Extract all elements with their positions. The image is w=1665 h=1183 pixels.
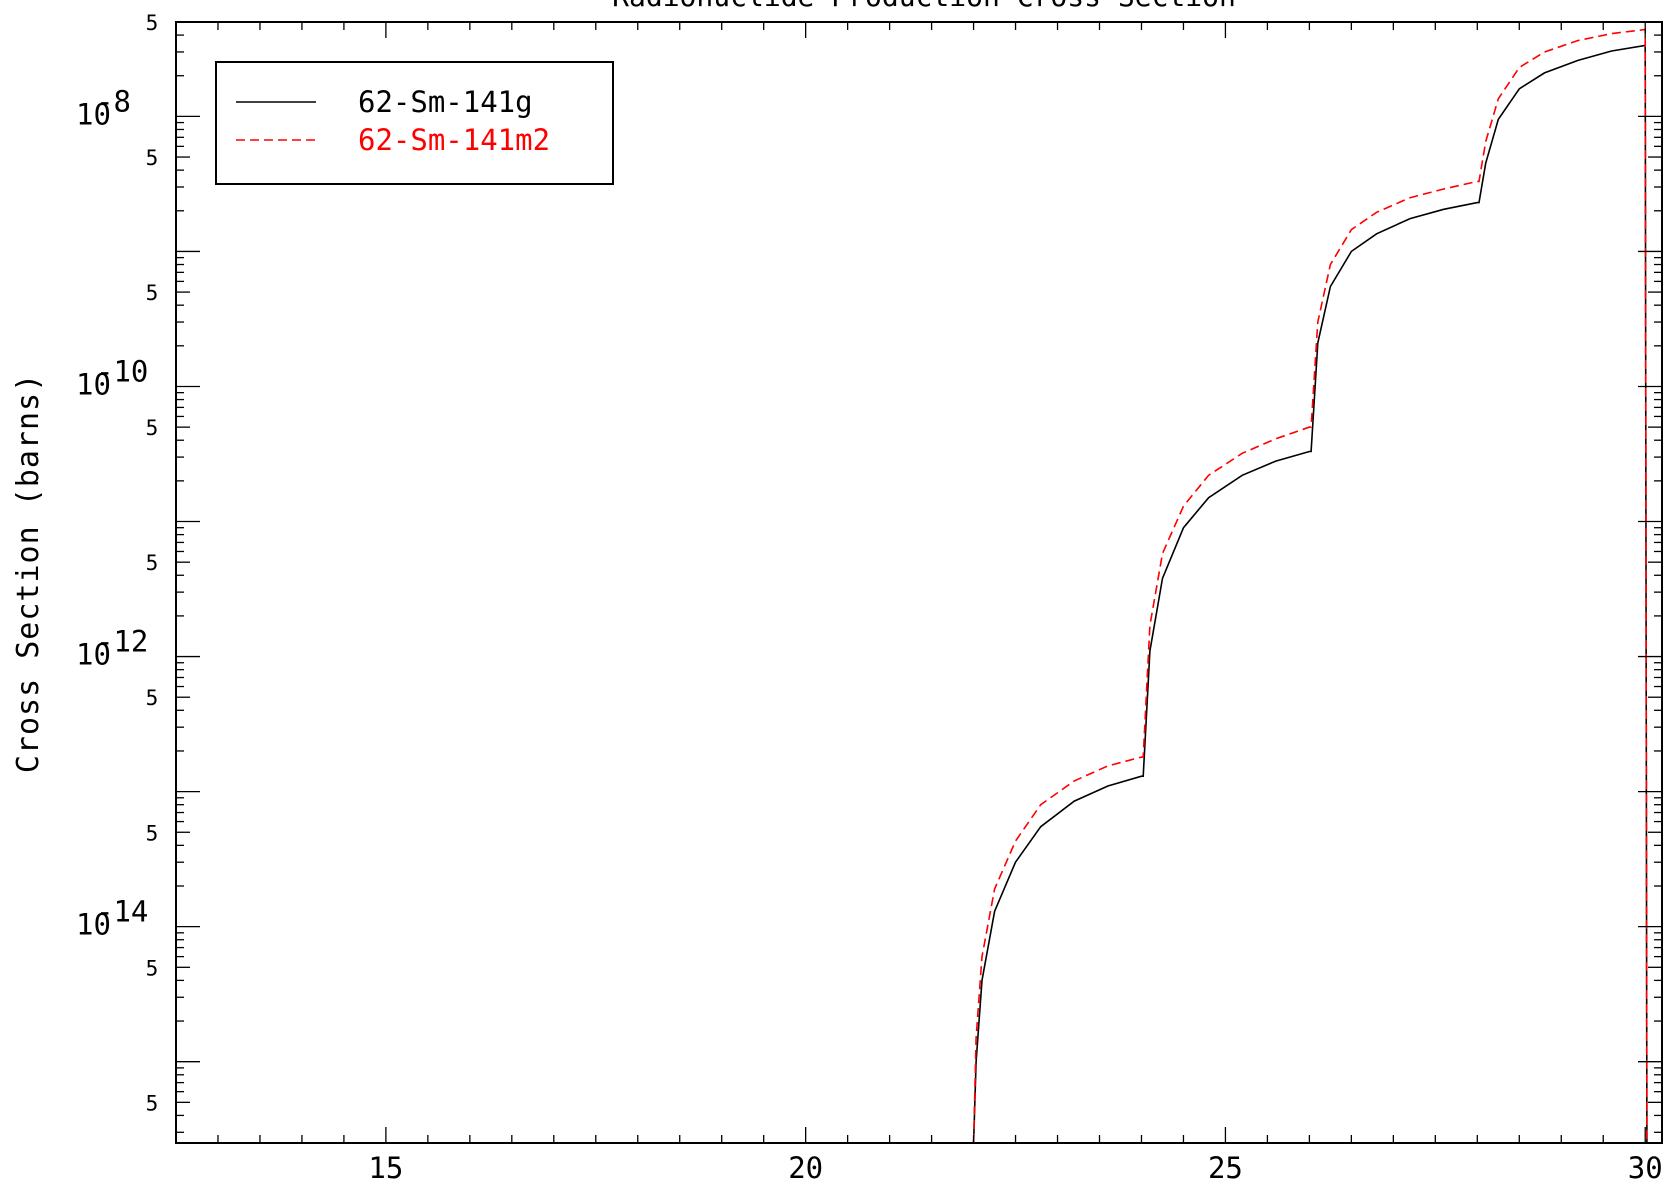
y-minor-tick-label: 5 [146,11,159,35]
plot-frame [175,21,1663,1144]
y-minor-tick-label: 5 [146,686,159,710]
legend-label-2: 62-Sm-141m2 [358,123,550,157]
y-minor-tick-label: 5 [146,281,159,305]
series-line-2 [972,28,1650,1143]
legend-label-1: 62-Sm-141g [358,85,533,119]
x-tick-label: 30 [1628,1151,1663,1183]
y-major-tick-base: 10 [76,97,111,131]
x-tick-label: 25 [1208,1151,1243,1183]
y-major-tick-base: 10 [76,908,111,942]
x-tick-label: 20 [788,1151,823,1183]
series-line-1 [972,44,1650,1143]
ticks-layer [175,21,1662,1143]
y-minor-tick-label: 5 [146,416,159,440]
y-major-tick-exponent: -10 [96,354,148,388]
y-major-tick-base: 10 [76,638,111,672]
y-axis-label: Cross Section (barns) [11,373,46,773]
series-layer [972,28,1650,1143]
y-minor-tick-label: 5 [146,1091,159,1115]
y-major-tick-exponent: -8 [96,84,131,118]
chart-title: Radionuclide Production Cross Section [612,0,1236,13]
y-minor-tick-label: 5 [146,551,159,575]
y-minor-tick-label: 5 [146,821,159,845]
legend: 62-Sm-141g 62-Sm-141m2 [215,61,614,185]
y-major-tick-exponent: -12 [96,625,148,659]
legend-box [215,61,614,185]
y-minor-tick-label: 5 [146,146,159,170]
y-minor-tick-label: 5 [146,956,159,980]
y-major-tick-exponent: -14 [96,895,148,929]
y-major-tick-base: 10 [76,367,111,401]
x-tick-label: 15 [368,1151,403,1183]
